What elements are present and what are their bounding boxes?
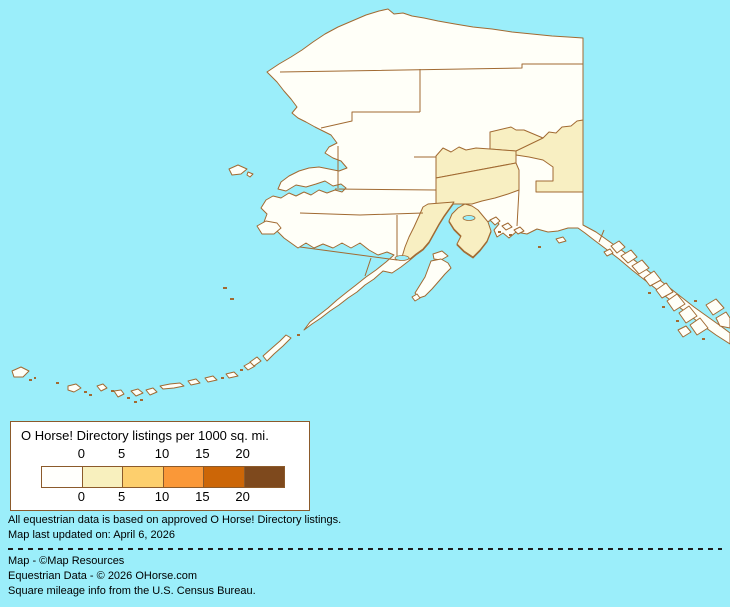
- islet: [221, 377, 224, 379]
- island-southeast: [620, 249, 638, 264]
- island-aleutian: [145, 387, 158, 396]
- islet: [56, 382, 59, 384]
- legend-ticks-bottom: 0 5 10 15 20: [11, 489, 309, 504]
- island-southeast: [603, 248, 614, 257]
- islet: [648, 292, 651, 294]
- island-attu: [11, 366, 30, 378]
- legend-box: O Horse! Directory listings per 1000 sq.…: [10, 421, 310, 511]
- islet: [297, 334, 300, 336]
- islet: [111, 390, 114, 392]
- lake-tustumena: [462, 215, 476, 221]
- islet: [662, 306, 665, 308]
- legend-ramp-cell-4: [203, 467, 244, 487]
- island-st-lawrence: [228, 164, 248, 176]
- legend-tick-label: 20: [235, 489, 250, 504]
- islet: [34, 377, 36, 379]
- island-aleutian: [67, 383, 82, 393]
- legend-tick-label: 20: [235, 446, 250, 461]
- dashed-divider: [8, 548, 722, 550]
- island-kodiak: [414, 258, 452, 299]
- island-aleutian: [159, 382, 185, 390]
- legend-color-ramp: [41, 466, 285, 488]
- region-shaded-kenai-peninsula: [448, 203, 492, 258]
- island: [246, 171, 254, 178]
- islet: [134, 401, 137, 403]
- legend-tick-label: 15: [195, 446, 210, 461]
- legend-ramp-cell-0: [42, 467, 82, 487]
- island-aleutian: [187, 378, 201, 386]
- island: [411, 293, 421, 302]
- island-pribilof: [230, 298, 234, 300]
- legend-tick-label: 5: [118, 446, 126, 461]
- region-shaded-kenai-west: [401, 201, 455, 260]
- legend-title: O Horse! Directory listings per 1000 sq.…: [21, 428, 269, 443]
- island-aleutian: [113, 389, 125, 398]
- region-shaded-matanuska-susitna: [435, 162, 520, 205]
- island-southeast: [678, 305, 698, 324]
- island-southeast: [677, 325, 692, 338]
- island-unimak: [262, 334, 292, 362]
- islet: [694, 300, 697, 302]
- islet: [89, 394, 92, 396]
- island-afognak: [432, 250, 449, 261]
- islet: [84, 391, 87, 393]
- credit-equestrian-data: Equestrian Data - © 2026 OHorse.com: [8, 570, 198, 582]
- island-aleutian: [204, 375, 218, 383]
- island-aleutian: [96, 383, 108, 392]
- legend-tick-label: 5: [118, 489, 126, 504]
- lake-iliamna: [394, 255, 410, 261]
- islet: [127, 397, 130, 399]
- legend-ramp-cell-2: [122, 467, 163, 487]
- shaded-regions-group: [401, 119, 584, 260]
- note-last-updated: Map last updated on: April 6, 2026: [8, 529, 175, 541]
- island-southeast: [631, 259, 650, 275]
- islet: [29, 379, 32, 381]
- islands-group: [11, 164, 730, 403]
- island-kayak: [555, 236, 567, 244]
- island: [489, 216, 501, 226]
- island: [501, 222, 513, 231]
- legend-ramp-cell-1: [81, 467, 122, 487]
- island-southeast: [610, 240, 626, 254]
- legend-ramp-cell-5: [243, 467, 284, 487]
- legend-tick-label: 0: [77, 446, 85, 461]
- island-southeast: [655, 282, 674, 299]
- legend-tick-label: 0: [77, 489, 85, 504]
- islet: [498, 231, 501, 233]
- credit-census: Square mileage info from the U.S. Census…: [8, 585, 256, 597]
- island-southeast: [643, 270, 662, 287]
- lakes-group: [394, 215, 476, 261]
- island-aleutian: [249, 356, 262, 367]
- islet: [509, 234, 512, 236]
- islet: [676, 320, 679, 322]
- island: [513, 226, 525, 235]
- islet: [702, 338, 705, 340]
- legend-ticks-top: 0 5 10 15 20: [11, 446, 309, 461]
- islet: [240, 369, 243, 371]
- island-nunivak: [256, 220, 282, 235]
- legend-ramp-cell-3: [162, 467, 203, 487]
- region-shaded-southeast-fairbanks: [515, 119, 584, 193]
- legend-tick-label: 10: [154, 489, 170, 504]
- island-aleutian: [225, 371, 239, 379]
- legend-tick-label: 10: [154, 446, 170, 461]
- islet: [538, 246, 541, 248]
- island-pribilof: [223, 287, 227, 289]
- island-southeast: [666, 293, 686, 312]
- island-southeast: [715, 311, 730, 329]
- credit-map: Map - ©Map Resources: [8, 555, 125, 567]
- island-southeast: [689, 317, 709, 336]
- legend-tick-label: 15: [195, 489, 210, 504]
- island-aleutian: [130, 388, 144, 397]
- note-data-source: All equestrian data is based on approved…: [8, 514, 342, 526]
- island-southeast: [705, 298, 725, 316]
- islet: [140, 399, 143, 401]
